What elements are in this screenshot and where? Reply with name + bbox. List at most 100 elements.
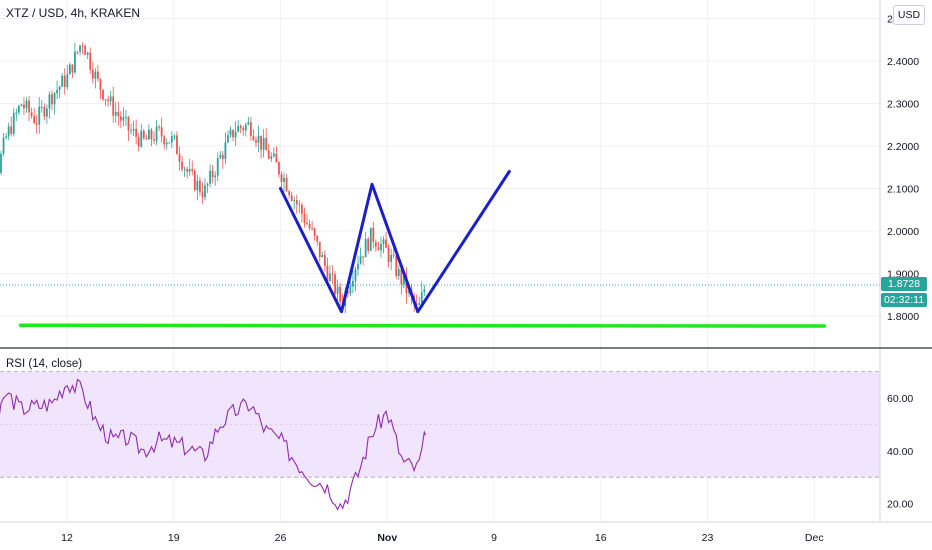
candle-body (97, 71, 99, 79)
candle-body (260, 135, 262, 150)
candle-body (272, 153, 275, 157)
support-line[interactable] (18, 323, 826, 328)
candle-body (183, 168, 186, 170)
double-bottom-pattern[interactable] (279, 170, 511, 314)
candle-body (109, 96, 112, 102)
candle-body (252, 135, 255, 141)
time-tick-label: 19 (168, 532, 180, 544)
candle-body (199, 180, 201, 193)
candles-layer (0, 42, 426, 313)
candle-body (17, 105, 20, 113)
candle-body (290, 195, 293, 201)
candle-body (43, 106, 46, 117)
candle-body (234, 131, 237, 138)
chart-title: XTZ / USD, 4h, KRAKEN (6, 6, 141, 20)
candle-body (127, 116, 130, 131)
candle-body (86, 52, 89, 55)
candle-body (76, 51, 79, 53)
candle-body (168, 142, 171, 144)
candle-body (418, 303, 421, 305)
price-tick-label: 1.8000 (887, 311, 919, 323)
candle-body (58, 86, 61, 90)
candle-body (46, 108, 48, 117)
candle-body (84, 45, 87, 55)
candle-body (385, 239, 387, 248)
candle-body (51, 94, 53, 105)
candle-body (91, 69, 94, 79)
candle-body (323, 255, 326, 266)
candle-body (0, 153, 2, 173)
candle-body (137, 136, 140, 147)
candle-body (255, 140, 257, 143)
candle-body (229, 129, 232, 136)
candle-body (367, 238, 370, 251)
candle-body (369, 227, 372, 251)
candle-body (352, 280, 354, 287)
countdown-tag: 02:32:11 (881, 293, 927, 307)
candle-body (33, 115, 36, 123)
candle-body (301, 204, 303, 214)
rsi-tick-label: 20.00 (887, 499, 913, 511)
candle-body (313, 228, 316, 236)
candle-body (357, 263, 359, 270)
candle-body (283, 177, 285, 182)
currency-button[interactable]: USD (893, 5, 925, 25)
candle-body (30, 112, 33, 116)
rsi-tick-label: 40.00 (887, 446, 913, 458)
candle-body (7, 126, 10, 137)
candle-body (221, 155, 224, 160)
candle-body (395, 255, 398, 277)
candle-body (278, 162, 280, 175)
candle-body (265, 138, 268, 151)
candle-body (326, 265, 329, 282)
candle-body (102, 89, 104, 100)
candle-body (390, 254, 393, 262)
candle-body (25, 100, 28, 109)
candle-body (112, 96, 115, 116)
candle-body (117, 111, 120, 117)
candle-body (298, 204, 301, 206)
candle-body (247, 122, 250, 125)
candle-body (331, 273, 334, 275)
candle-body (400, 269, 403, 285)
candle-body (364, 238, 367, 258)
candle-body (362, 256, 364, 258)
candle-body (89, 52, 92, 70)
candle-body (56, 89, 58, 94)
candle-body (288, 191, 291, 196)
candle-body (405, 276, 408, 294)
candle-body (329, 273, 331, 282)
candle-body (377, 246, 380, 251)
candle-body (81, 45, 84, 47)
drawing-layer[interactable] (18, 170, 826, 328)
candle-body (382, 239, 385, 245)
candle-body (306, 222, 308, 224)
candle-body (10, 126, 13, 134)
candle-body (219, 155, 222, 159)
candle-body (303, 213, 306, 223)
candle-body (163, 136, 166, 145)
last-price-tag: 1.8728 (881, 277, 927, 291)
candle-body (114, 111, 117, 116)
candle-body (48, 94, 51, 109)
candle-body (201, 192, 204, 198)
candle-body (125, 116, 127, 118)
candle-body (239, 125, 242, 129)
candle-body (63, 75, 66, 88)
candle-body (262, 138, 265, 150)
candle-body (244, 124, 247, 131)
candle-body (318, 241, 321, 258)
candle-body (191, 169, 194, 171)
candle-body (316, 235, 319, 242)
candle-body (132, 128, 135, 131)
candle-body (20, 104, 23, 106)
time-tick-label: 12 (61, 532, 73, 544)
candle-body (420, 292, 423, 304)
candle-body (107, 99, 109, 102)
candle-body (53, 93, 56, 105)
candle-body (66, 74, 69, 88)
candle-body (349, 286, 352, 294)
rsi-title: RSI (14, close) (6, 358, 83, 370)
